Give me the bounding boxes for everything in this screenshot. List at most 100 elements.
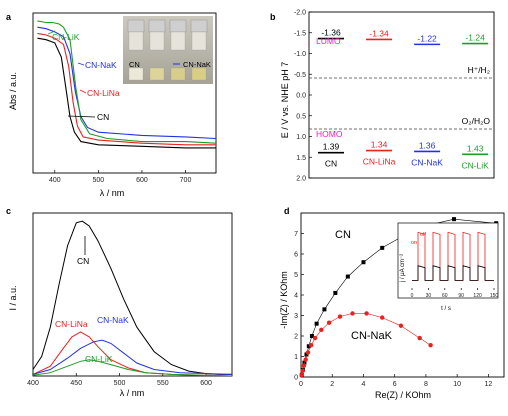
vial-cap-2 [169, 19, 187, 33]
d-xtick-label-2: 4 [362, 381, 366, 388]
homo-label: HOMO [316, 129, 343, 139]
d-xtick-label-6: 12 [484, 381, 492, 388]
b-ytick-label-6: 1.0 [296, 134, 306, 141]
panel-b-y-ticks: -2.0 -1.5 -1.0 -0.5 0.0 0.5 1.0 1.5 2.0 [294, 10, 312, 183]
d-xtick-label-0: 0 [299, 381, 303, 388]
inset-on-label: on [411, 240, 417, 246]
d-point-CN-NaK-5 [308, 343, 314, 348]
panel-d-xlabel: Re(Z) / KOhm [375, 390, 431, 400]
panel-a: a 400 500 600 700 CN CN-NaK CN-LiK CN-NaK C… [6, 12, 217, 198]
c-xtick-label-0: 400 [27, 380, 39, 387]
b-category-2: CN-NaK [411, 157, 443, 167]
d-point-CN-NaK-9 [337, 314, 343, 319]
label-d-cn-nak: CN-NaK [351, 330, 393, 342]
d-point-CN-NaK-2 [301, 363, 307, 368]
panel-a-frame [32, 12, 217, 174]
b-category-1: CN-LiNa [363, 157, 396, 167]
a-xtick-label-2: 600 [136, 177, 148, 184]
d-point-CN-NaK-7 [319, 327, 324, 333]
d-point-CN-NaK-6 [312, 335, 318, 341]
vial-powder-2 [170, 67, 186, 81]
d-point-CN-8 [333, 290, 338, 295]
b-homo-value-1: 1.34 [371, 140, 388, 150]
c-series-CN-LiNa [33, 331, 232, 376]
d-ytick-label-3: 3 [294, 313, 298, 320]
d-point-CN-NaK-12 [380, 315, 385, 320]
c-series-CN-LiK [33, 359, 232, 376]
d-point-CN-11 [380, 245, 385, 250]
d-point-CN-NaK-8 [326, 320, 332, 325]
d-point-CN-NaK-0 [299, 372, 304, 378]
d-point-CN-10 [361, 260, 366, 265]
c-xtick-label-3: 550 [157, 380, 169, 387]
pointer-a-lik [47, 30, 56, 35]
a-series-CN-LiK [37, 20, 216, 144]
inset-off-label: off [420, 232, 426, 238]
inset-xtick-label-0: 0 [411, 293, 414, 299]
vial-glass-3 [191, 31, 207, 51]
panel-letter-c: c [6, 206, 11, 216]
vial-glass-1 [149, 31, 165, 51]
d-point-CN-14 [452, 217, 457, 222]
panel-c-ylabel: I / a.u. [8, 285, 18, 310]
b-ytick-label-4: 0.0 [296, 93, 306, 100]
b-lumo-value-3: -1.24 [465, 33, 485, 43]
d-ytick-label-4: 4 [294, 293, 298, 300]
d-point-CN-NaK-10 [350, 311, 355, 316]
d-xtick-label-1: 2 [330, 381, 334, 388]
b-ytick-label-8: 2.0 [296, 176, 306, 183]
panel-c-series [33, 220, 232, 376]
c-xtick-label-4: 600 [200, 380, 212, 387]
c-xtick-label-1: 450 [70, 380, 82, 387]
panel-a-series [37, 20, 216, 149]
inset-xtick-label-3: 90 [458, 293, 464, 299]
b-ytick-label-2: -1.0 [294, 51, 306, 58]
panel-d-ylabel: -Im(Z) / KOhm [279, 271, 289, 329]
a-xtick-label-0: 400 [49, 177, 61, 184]
panel-letter-d: d [284, 206, 290, 216]
label-c-cn: CN [77, 256, 89, 266]
d-ytick-label-6: 6 [294, 252, 298, 259]
b-ytick-label-3: -0.5 [294, 72, 306, 79]
vial-powder-0 [128, 67, 144, 81]
a-series-CN-LiNa [37, 32, 216, 146]
panel-c: c 400 450 500 550 600 CN CN-NaK CN-LiNa CN-L… [6, 206, 233, 398]
a-series-CN [37, 37, 216, 149]
d-xtick-label-3: 6 [393, 381, 397, 388]
inset-xtick-label-2: 60 [442, 293, 448, 299]
a-xtick-label-3: 700 [180, 177, 192, 184]
b-lumo-value-2: -1.22 [417, 33, 437, 43]
vial-glass-2 [170, 31, 186, 51]
pointer-a-nak [77, 62, 85, 66]
d-point-CN-7 [322, 307, 327, 312]
d-point-CN-NaK-1 [300, 368, 305, 374]
d-xtick-label-5: 10 [453, 381, 461, 388]
label-a-cn-nak: CN-NaK [85, 60, 117, 70]
d-point-CN-4 [306, 344, 311, 349]
b-category-0: CN [325, 159, 337, 169]
d-ytick-label-5: 5 [294, 272, 298, 279]
label-c-cn-lina: CN-LiNa [55, 319, 88, 329]
c-series-CN [33, 220, 232, 375]
b-homo-value-0: 1.39 [323, 142, 340, 152]
inset-series-CN-NaK [412, 231, 494, 281]
panel-b-levels: -1.36 1.39 CN -1.34 1.34 CN-LiNa -1.22 1.36 CN-N… [318, 28, 489, 170]
panel-d-inset: 0 30 60 90 120 150 t / s j / μA cm⁻² on off [397, 222, 499, 312]
panel-b-reference-lines: H⁺/H₂ O₂/H₂O [309, 65, 494, 130]
pointer-a-cn [67, 115, 96, 118]
lumo-label: LUMO [316, 36, 341, 46]
panel-c-xlabel: λ / nm [120, 388, 145, 398]
panel-c-frame [32, 212, 233, 377]
inset-xlabel: t / s [441, 306, 451, 312]
panel-a-x-ticks: 400 500 600 700 [49, 170, 192, 184]
d-ytick-label-0: 0 [294, 375, 298, 382]
d-xtick-label-4: 8 [424, 381, 428, 388]
b-lumo-value-0: -1.36 [321, 28, 341, 38]
d-point-CN-9 [345, 274, 350, 279]
vial-label-cn: CN [129, 60, 140, 69]
inset-xtick-label-5: 150 [490, 293, 499, 299]
b-category-3: CN-LiK [461, 160, 489, 170]
panel-letter-b: b [270, 12, 276, 22]
